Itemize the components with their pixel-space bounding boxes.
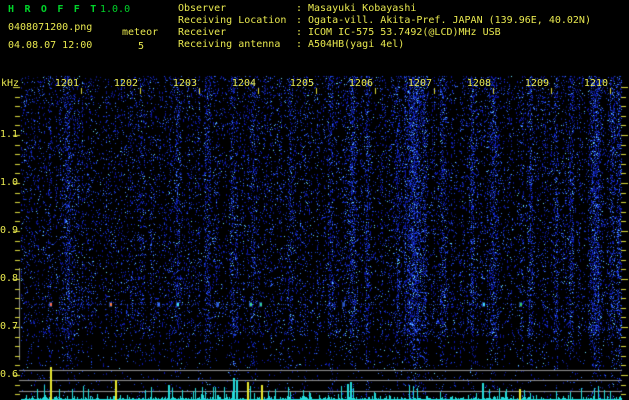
- output-filename: 0408071200.png: [8, 22, 93, 33]
- info-colon: :: [296, 39, 303, 50]
- info-value: ICOM IC-575 53.7492(@LCD)MHz USB: [308, 27, 501, 38]
- freq-tick-label: 0.8: [0, 273, 19, 284]
- app-title: H R O F F T: [8, 4, 99, 15]
- freq-tick-label: 1.0: [0, 177, 19, 188]
- meteor-count: 5: [138, 41, 145, 52]
- time-tick-label: 1201: [54, 78, 79, 89]
- time-tick-label: 1210: [583, 78, 608, 89]
- info-value: Masayuki Kobayashi: [308, 3, 417, 14]
- info-value: A504HB(yagi 4el): [308, 39, 405, 50]
- time-tick-label: 1205: [289, 78, 314, 89]
- freq-tick-label: 0.6: [0, 369, 19, 380]
- info-colon: :: [296, 15, 303, 26]
- datetime-label: 04.08.07 12:00: [8, 40, 93, 51]
- time-tick-label: 1204: [231, 78, 256, 89]
- info-colon: :: [296, 3, 303, 14]
- freq-tick-label: 0.9: [0, 225, 19, 236]
- info-row-antenna: Receiving antenna: A504HB(yagi 4el): [178, 39, 591, 51]
- time-tick-label: 1203: [172, 78, 197, 89]
- freq-axis-unit: kHz: [1, 78, 20, 89]
- mode-label: meteor: [122, 27, 159, 38]
- freq-tick-label: 1.1: [0, 129, 19, 140]
- freq-tick-label: 0.7: [0, 321, 19, 332]
- info-row-observer: Observer: Masayuki Kobayashi: [178, 3, 591, 15]
- time-tick-label: 1206: [348, 78, 373, 89]
- info-row-receiver: Receiver: ICOM IC-575 53.7492(@LCD)MHz US…: [178, 27, 591, 39]
- info-label: Receiving Location: [178, 15, 287, 26]
- time-tick-label: 1209: [524, 78, 549, 89]
- info-value: Ogata-vill. Akita-Pref. JAPAN (139.96E, …: [308, 15, 591, 26]
- time-tick-label: 1207: [407, 78, 432, 89]
- info-colon: :: [296, 27, 303, 38]
- time-tick-label: 1202: [113, 78, 138, 89]
- info-row-location: Receiving Location: Ogata-vill. Akita-Pre…: [178, 15, 591, 27]
- info-label: Observer: [178, 3, 227, 14]
- time-tick-label: 1208: [466, 78, 491, 89]
- info-label: Receiving antenna: [178, 39, 281, 50]
- info-label: Receiver: [178, 27, 227, 38]
- app-version: 1.0.0: [100, 4, 131, 15]
- observer-info-block: Observer: Masayuki Kobayashi Receiving Lo…: [178, 3, 591, 51]
